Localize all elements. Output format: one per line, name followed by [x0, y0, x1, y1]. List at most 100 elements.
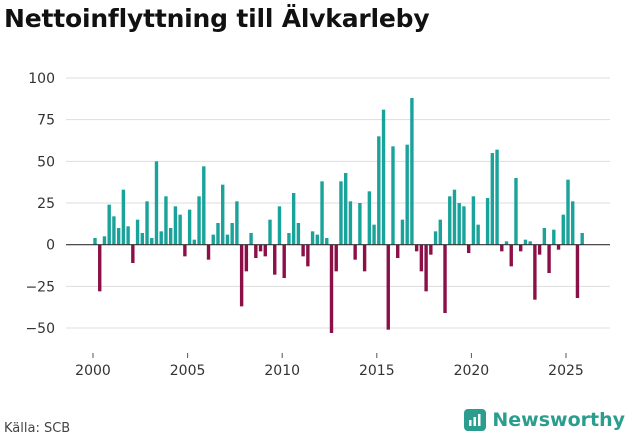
- bar: [414, 244, 419, 252]
- bar: [315, 234, 320, 245]
- bar: [339, 181, 343, 245]
- bar: [571, 201, 575, 245]
- bar: [533, 244, 537, 300]
- bar: [523, 239, 528, 245]
- bar: [282, 244, 286, 278]
- bar: [448, 196, 452, 245]
- bar: [452, 189, 457, 245]
- x-tick-label: 2020: [454, 363, 490, 379]
- bar: [102, 236, 107, 245]
- bar: [268, 219, 272, 245]
- bar: [258, 244, 263, 252]
- bar: [419, 244, 424, 272]
- bar: [310, 231, 315, 245]
- bar: [514, 178, 518, 245]
- bar: [410, 98, 414, 245]
- bar: [287, 233, 291, 245]
- bar: [301, 244, 305, 257]
- bar: [140, 233, 144, 245]
- bar: [575, 244, 580, 298]
- bar: [353, 244, 357, 260]
- x-axis-ticks: 2000 2005 2010 2015 2020 2025: [75, 353, 584, 379]
- y-tick-label: 100: [28, 71, 55, 87]
- bar: [476, 224, 480, 245]
- bar: [183, 244, 187, 257]
- bar: [372, 224, 376, 245]
- bar: [178, 214, 182, 245]
- bar: [168, 228, 173, 245]
- bar: [386, 244, 390, 330]
- bar: [254, 244, 258, 258]
- bar: [154, 161, 159, 245]
- bar: [263, 244, 267, 257]
- bar: [471, 196, 476, 245]
- bar: [296, 223, 301, 245]
- bar: [504, 241, 509, 245]
- bar: [221, 184, 225, 245]
- bar: [121, 189, 126, 245]
- bar: [367, 191, 372, 245]
- bar: [561, 214, 565, 245]
- bar: [131, 244, 135, 263]
- bar: [206, 244, 211, 260]
- bar: [438, 219, 442, 245]
- bar: [362, 244, 367, 272]
- bar: [348, 201, 353, 245]
- bar: [145, 201, 149, 245]
- bar: [547, 244, 551, 273]
- bar: [343, 173, 348, 245]
- bar: [377, 136, 381, 245]
- bar: [320, 181, 324, 245]
- bar: [173, 206, 178, 245]
- bar: [239, 244, 244, 307]
- bar: [490, 153, 495, 245]
- bar: [542, 228, 547, 245]
- bar: [424, 244, 428, 292]
- bar: [485, 198, 490, 245]
- bar: [244, 244, 249, 272]
- bar: [216, 223, 220, 245]
- x-tick-label: 2000: [75, 363, 111, 379]
- bar: [566, 179, 570, 245]
- bar: [150, 238, 154, 245]
- bar: [466, 244, 471, 253]
- bar: [325, 238, 329, 245]
- x-tick-label: 2005: [170, 363, 206, 379]
- bar: [211, 234, 215, 245]
- bar-chart: −50 −25 0 25 50 75 100 2000 2005 2010 2015 2020 202…: [25, 71, 610, 379]
- bar: [400, 219, 405, 245]
- bar: [509, 244, 513, 267]
- bar: [429, 244, 433, 255]
- bar: [135, 219, 140, 245]
- newsworthy-logo-icon: [464, 409, 487, 431]
- bar: [235, 201, 239, 245]
- bar: [405, 144, 409, 245]
- bar: [396, 244, 400, 258]
- bar: [273, 244, 277, 275]
- bar: [358, 203, 362, 245]
- bar: [291, 193, 296, 245]
- bar: [519, 244, 523, 252]
- bar: [528, 241, 532, 245]
- bar: [552, 229, 556, 245]
- bar: [159, 231, 163, 245]
- bar: [329, 244, 334, 333]
- bar: [126, 226, 130, 245]
- y-axis-ticks: −50 −25 0 25 50 75 100: [25, 71, 55, 337]
- bar: [306, 244, 310, 267]
- chart-title: Nettoinflyttning till Älvkarleby: [4, 4, 430, 33]
- bar: [381, 109, 386, 245]
- bars: [93, 98, 584, 333]
- bar: [107, 204, 111, 245]
- brand[interactable]: Newsworthy: [464, 409, 625, 431]
- bar: [457, 203, 461, 245]
- y-tick-label: −50: [25, 321, 55, 337]
- bar: [249, 233, 253, 245]
- y-tick-label: 75: [37, 113, 55, 129]
- bar: [500, 244, 504, 252]
- bar: [225, 234, 230, 245]
- bar: [192, 239, 197, 245]
- bar: [495, 149, 499, 245]
- y-tick-label: 0: [46, 238, 55, 254]
- bar: [202, 166, 206, 245]
